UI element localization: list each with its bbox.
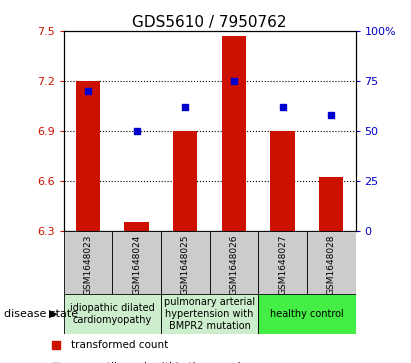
Point (279, 104, 286, 110)
Bar (210, 231, 258, 294)
Text: GSM1648023: GSM1648023 (83, 235, 92, 295)
Bar (64, 231, 112, 294)
Point (309, 56, 316, 62)
Point (231, 78, 237, 83)
Text: idiopathic dilated
cardiomyopathy: idiopathic dilated cardiomyopathy (70, 303, 155, 325)
Bar (258, 231, 307, 294)
Bar (64, 294, 161, 334)
Text: pulmonary arterial
hypertension with
BMPR2 mutation: pulmonary arterial hypertension with BMP… (164, 297, 255, 331)
Point (85, 88, 91, 94)
Point (182, 104, 189, 110)
Text: GSM1648028: GSM1648028 (327, 235, 336, 295)
Point (133, 128, 140, 134)
Bar (258, 294, 356, 334)
Title: GDS5610 / 7950762: GDS5610 / 7950762 (132, 15, 287, 30)
Text: percentile rank within the sample: percentile rank within the sample (71, 362, 247, 363)
Text: ▶: ▶ (49, 309, 58, 319)
Bar (161, 294, 258, 334)
Bar (319, 177, 343, 231)
Text: transformed count: transformed count (71, 340, 169, 350)
Bar (112, 231, 161, 294)
Point (309, 254, 316, 260)
Text: GSM1648024: GSM1648024 (132, 235, 141, 295)
Text: healthy control: healthy control (270, 309, 344, 319)
Bar (76, 81, 100, 231)
Text: GSM1648025: GSM1648025 (181, 235, 190, 295)
Text: GSM1648027: GSM1648027 (278, 235, 287, 295)
Bar (222, 36, 246, 231)
Text: GSM1648026: GSM1648026 (229, 235, 238, 295)
Bar (125, 222, 149, 231)
Bar (307, 231, 356, 294)
Bar (270, 131, 295, 231)
Bar (161, 231, 210, 294)
Bar (173, 131, 197, 231)
Point (328, 112, 335, 118)
Text: disease state: disease state (4, 309, 78, 319)
